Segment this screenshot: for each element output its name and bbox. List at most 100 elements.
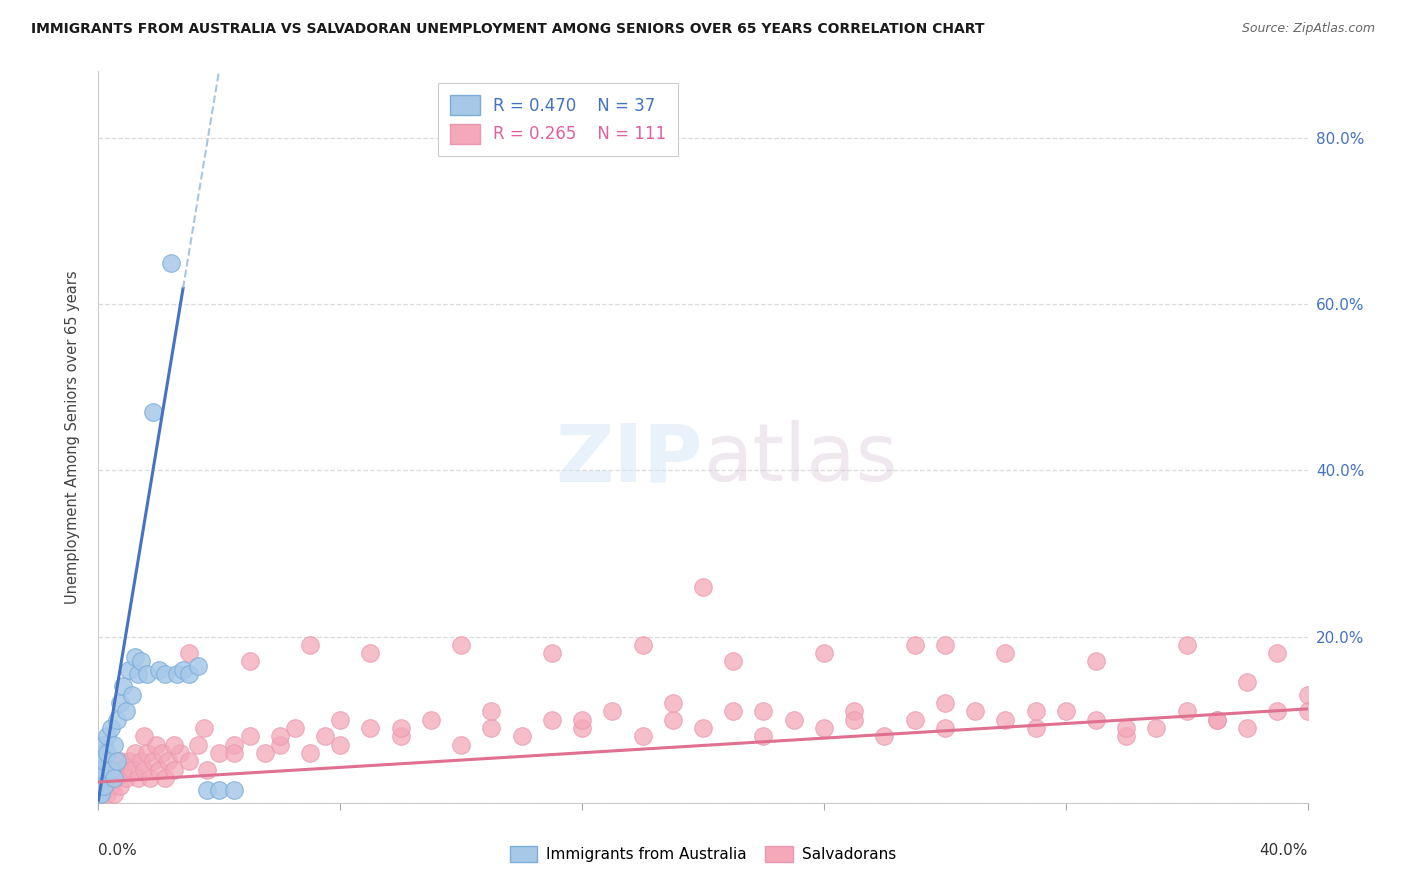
Point — [142, 405, 165, 419]
Point — [105, 754, 128, 768]
Text: 40.0%: 40.0% — [1260, 843, 1308, 858]
Point — [1267, 705, 1289, 719]
Point — [127, 667, 149, 681]
Point — [904, 713, 927, 727]
Point — [93, 779, 115, 793]
Point — [139, 771, 162, 785]
Legend: Immigrants from Australia, Salvadorans: Immigrants from Australia, Salvadorans — [503, 839, 903, 868]
Point — [314, 729, 336, 743]
Point — [1175, 638, 1198, 652]
Point — [90, 788, 112, 802]
Point — [108, 696, 131, 710]
Point — [329, 738, 352, 752]
Point — [269, 729, 291, 743]
Point — [299, 638, 322, 652]
Point — [124, 746, 146, 760]
Point — [450, 638, 472, 652]
Point — [127, 771, 149, 785]
Point — [783, 713, 806, 727]
Point — [450, 738, 472, 752]
Point — [90, 771, 112, 785]
Point — [111, 763, 134, 777]
Point — [93, 738, 115, 752]
Text: IMMIGRANTS FROM AUSTRALIA VS SALVADORAN UNEMPLOYMENT AMONG SENIORS OVER 65 YEARS: IMMIGRANTS FROM AUSTRALIA VS SALVADORAN … — [31, 22, 984, 37]
Point — [631, 729, 654, 743]
Point — [114, 771, 136, 785]
Y-axis label: Unemployment Among Seniors over 65 years: Unemployment Among Seniors over 65 years — [65, 270, 80, 604]
Point — [661, 696, 683, 710]
Point — [89, 779, 111, 793]
Point — [96, 746, 118, 760]
Point — [253, 746, 276, 760]
Point — [132, 729, 155, 743]
Point — [1296, 688, 1319, 702]
Point — [934, 696, 956, 710]
Point — [1024, 721, 1046, 735]
Point — [571, 721, 593, 735]
Point — [224, 738, 246, 752]
Point — [153, 771, 176, 785]
Point — [1054, 705, 1077, 719]
Point — [103, 771, 125, 785]
Point — [100, 779, 122, 793]
Point — [96, 771, 118, 785]
Point — [87, 788, 110, 802]
Point — [93, 754, 115, 768]
Point — [904, 638, 927, 652]
Point — [329, 713, 352, 727]
Point — [195, 763, 218, 777]
Point — [163, 738, 186, 752]
Point — [91, 763, 114, 777]
Point — [510, 729, 533, 743]
Point — [142, 754, 165, 768]
Point — [208, 746, 231, 760]
Point — [132, 763, 155, 777]
Point — [100, 763, 122, 777]
Point — [389, 729, 412, 743]
Point — [179, 646, 201, 660]
Point — [360, 721, 382, 735]
Point — [172, 663, 194, 677]
Point — [1115, 729, 1137, 743]
Point — [481, 721, 503, 735]
Point — [100, 721, 122, 735]
Point — [93, 763, 115, 777]
Point — [93, 779, 115, 793]
Point — [661, 713, 683, 727]
Point — [1175, 705, 1198, 719]
Point — [571, 713, 593, 727]
Point — [187, 738, 209, 752]
Point — [481, 705, 503, 719]
Point — [135, 667, 157, 681]
Point — [124, 650, 146, 665]
Point — [90, 788, 112, 802]
Point — [752, 729, 775, 743]
Point — [723, 655, 745, 669]
Point — [160, 255, 183, 269]
Point — [994, 646, 1017, 660]
Point — [602, 705, 624, 719]
Point — [1085, 713, 1108, 727]
Point — [148, 663, 170, 677]
Point — [239, 729, 262, 743]
Point — [105, 771, 128, 785]
Point — [813, 721, 835, 735]
Point — [1144, 721, 1167, 735]
Point — [121, 688, 143, 702]
Point — [90, 746, 112, 760]
Point — [389, 721, 412, 735]
Point — [129, 655, 152, 669]
Point — [1085, 655, 1108, 669]
Point — [540, 646, 562, 660]
Point — [153, 667, 176, 681]
Point — [150, 746, 173, 760]
Point — [108, 754, 131, 768]
Point — [420, 713, 443, 727]
Point — [844, 705, 866, 719]
Point — [692, 580, 714, 594]
Point — [187, 658, 209, 673]
Point — [844, 713, 866, 727]
Point — [89, 779, 111, 793]
Point — [1236, 721, 1258, 735]
Point — [224, 746, 246, 760]
